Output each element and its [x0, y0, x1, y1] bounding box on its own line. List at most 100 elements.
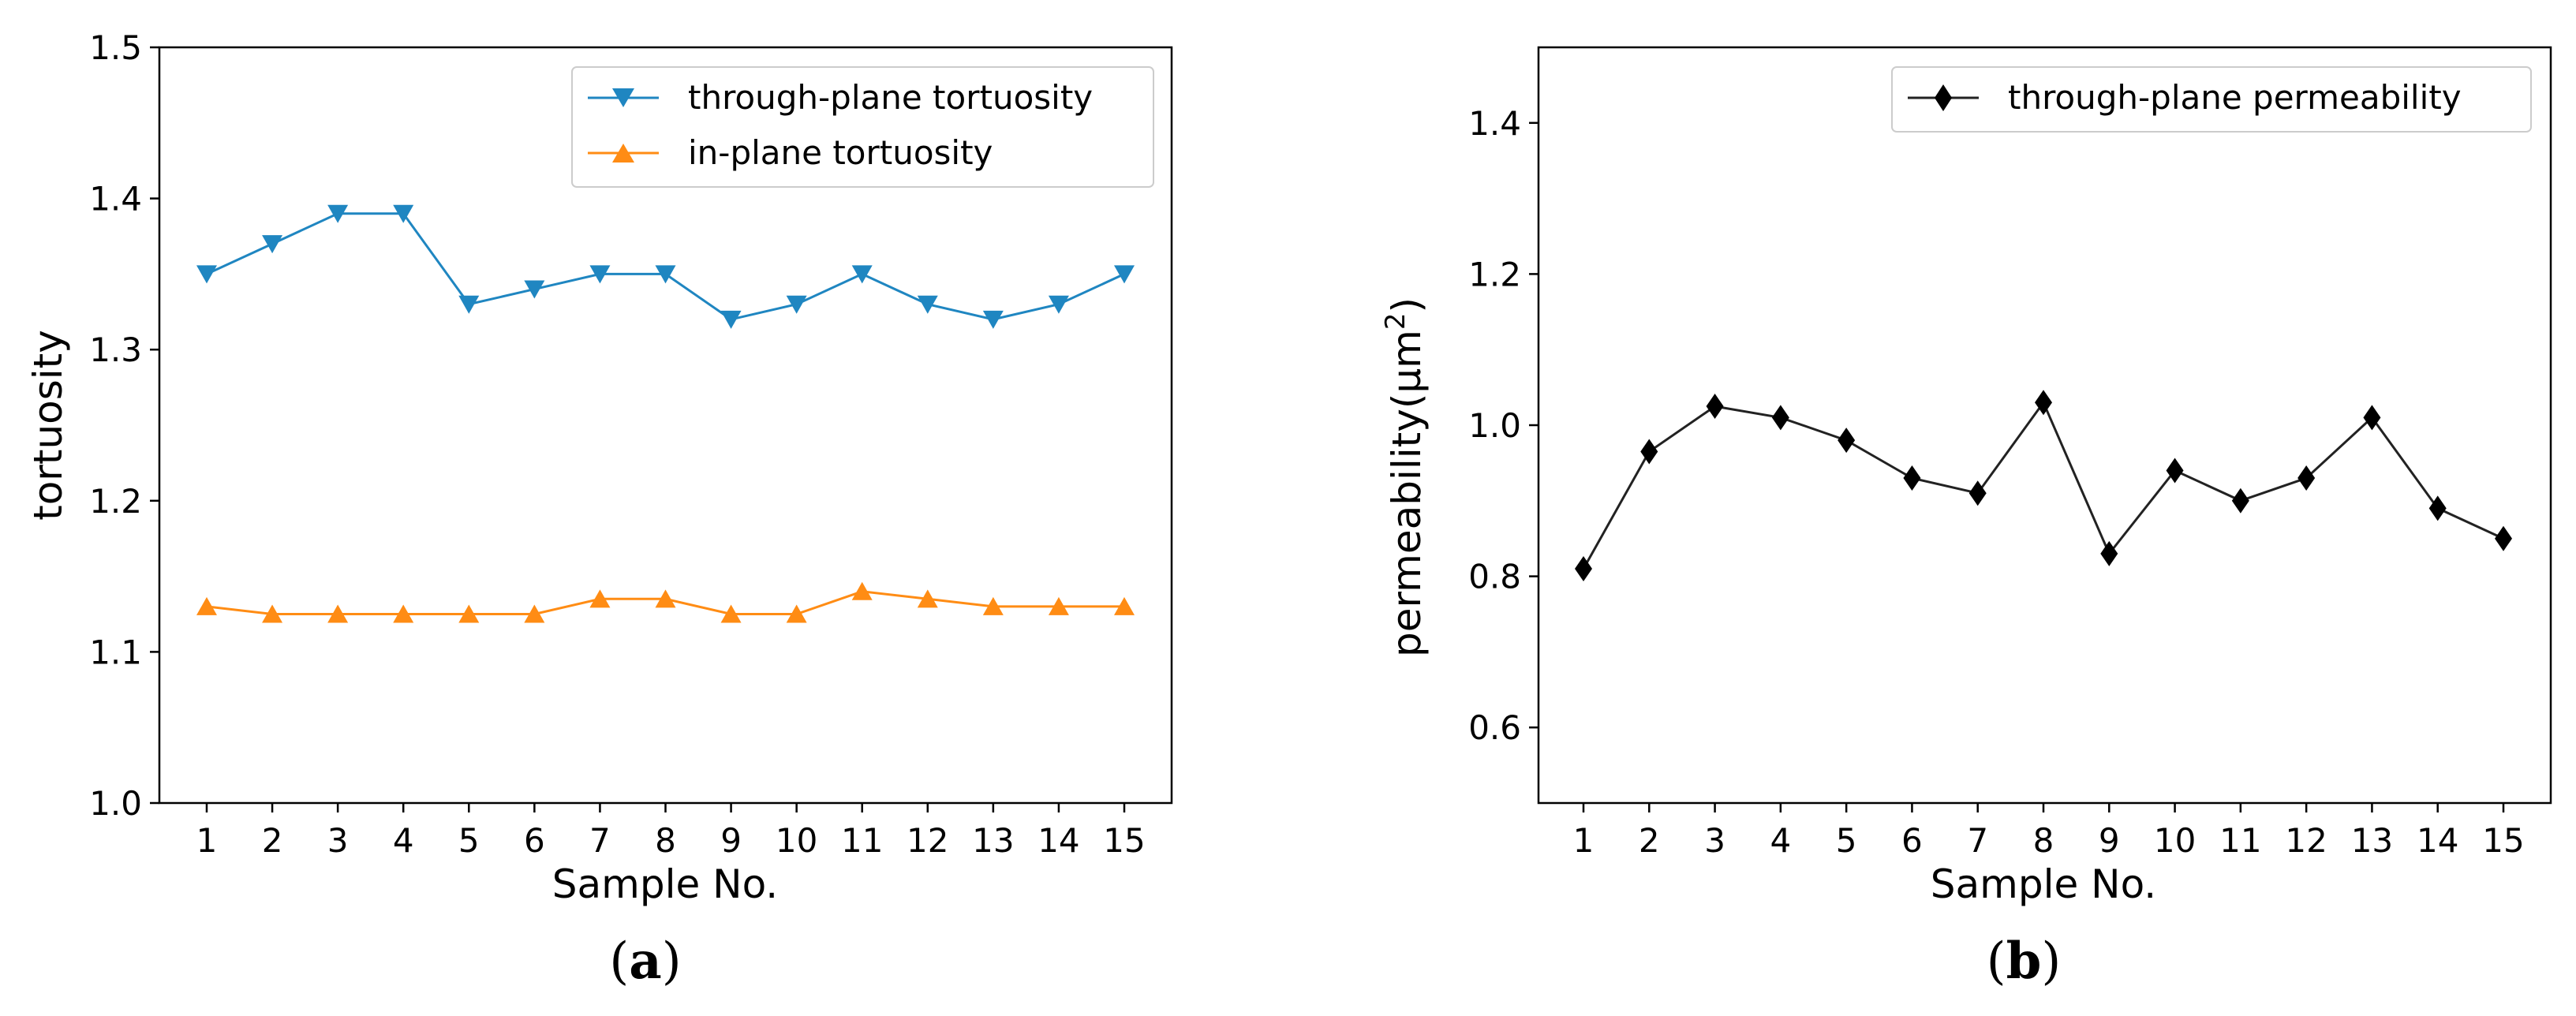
- chart-b-series-0-point: [1706, 394, 1724, 420]
- chart-b-series-0-point: [1968, 480, 1987, 506]
- chart-a-series-1-point: [1114, 596, 1135, 615]
- chart-a-series-0-point: [589, 265, 611, 284]
- chart-b-ylabel-main: permeability(μm: [1384, 330, 1430, 657]
- chart-a-xtick-label: 3: [327, 821, 349, 860]
- chart-a-series-0-point: [524, 280, 545, 299]
- chart-b-xtick-label: 6: [1901, 821, 1923, 860]
- chart-b-ytick-label: 1.4: [1468, 104, 1521, 143]
- chart-a-y-axis: 1.0 1.1 1.2 1.3 1.4 1.5: [89, 28, 159, 823]
- chart-a-ytick-label: 1.4: [89, 180, 142, 219]
- chart-a-xtick-label: 8: [655, 821, 676, 860]
- chart-a-legend-label-in-plane: in-plane tortuosity: [688, 133, 993, 172]
- chart-b-xtick-label: 3: [1704, 821, 1725, 860]
- chart-a-series-1-point: [720, 604, 742, 623]
- chart-b-legend: through-plane permeability: [1891, 66, 2532, 133]
- chart-a-series-0-point: [196, 265, 217, 284]
- chart-b-xtick-label: 10: [2154, 821, 2196, 860]
- chart-a-xtick-label: 6: [524, 821, 545, 860]
- chart-b-xtick-label: 8: [2033, 821, 2054, 860]
- chart-a-xtick-label: 11: [841, 821, 883, 860]
- chart-a-xtick-label: 12: [907, 821, 948, 860]
- chart-b-series-0-point: [2495, 525, 2512, 551]
- chart-b-xtick-label: 2: [1639, 821, 1660, 860]
- chart-b-xtick-label: 7: [1967, 821, 1988, 860]
- chart-a-series-1-point: [589, 589, 611, 608]
- chart-b-series-lines: [1582, 400, 2504, 570]
- chart-b-legend-marker: [1935, 84, 1952, 111]
- chart-b-series-markers: [1575, 390, 2512, 582]
- chart-a-legend-box: [571, 66, 1154, 188]
- chart-b-caption-letter: b: [2006, 932, 2042, 991]
- chart-a-series-1-point: [327, 604, 349, 623]
- chart-a-series-0-point: [1048, 295, 1069, 314]
- chart-b-series-0-point: [2363, 405, 2381, 431]
- chart-a-legend: through-plane tortuosity in-plane tortuo…: [571, 66, 1154, 188]
- chart-a-legend-marker-through-plane: [612, 88, 634, 107]
- chart-b-ylabel-sup: 2: [1380, 312, 1411, 330]
- chart-b-series-0-point: [2297, 465, 2316, 491]
- chart-b-xtick-label: 14: [2417, 821, 2458, 860]
- chart-a-series-1-point: [982, 596, 1004, 615]
- chart-a-legend-label-through-plane: through-plane tortuosity: [688, 78, 1093, 117]
- chart-b-plot-frame: [1537, 46, 2552, 805]
- chart-a-series-1-point: [393, 604, 414, 623]
- chart-a-xtick-label: 5: [458, 821, 480, 860]
- chart-b-series-0-point: [1771, 405, 1789, 431]
- chart-a-xtick-label: 9: [720, 821, 742, 860]
- chart-a-series-0-point: [393, 204, 414, 223]
- chart-b-xtick-label: 5: [1836, 821, 1857, 860]
- chart-b: 0.60.81.01.21.4 1 2 3 4 5 6 7 8 9 10 11 12 13 14 15 Sa…: [1380, 46, 2552, 991]
- chart-b-x-axis: 1 2 3 4 5 6 7 8 9 10 11 12 13 14 15: [1573, 803, 2525, 860]
- chart-b-series-0-point: [1640, 439, 1658, 465]
- chart-b-ylabel-close: ): [1384, 297, 1430, 313]
- chart-a-xtick-label: 10: [776, 821, 817, 860]
- chart-a-series-0-point: [327, 204, 349, 223]
- chart-b-ylabel: permeability(μm2): [1380, 297, 1430, 657]
- chart-a-series-1-point: [786, 604, 807, 623]
- chart-a-series-0-point: [786, 295, 807, 314]
- chart-a-xtick-label: 15: [1103, 821, 1145, 860]
- chart-b-xtick-label: 9: [2099, 821, 2120, 860]
- chart-a-series-0-point: [917, 295, 938, 314]
- chart-b-series-0-point: [2166, 458, 2184, 484]
- chart-b-series-0-point: [1903, 465, 1921, 491]
- chart-a-series-0-point: [458, 295, 480, 314]
- chart-a-xtick-label: 7: [589, 821, 611, 860]
- chart-a-caption-letter: a: [629, 932, 661, 991]
- chart-a-xtick-label: 4: [393, 821, 414, 860]
- chart-a-series-0-point: [655, 265, 676, 284]
- chart-a-xtick-label: 2: [262, 821, 283, 860]
- chart-a-series-markers: [196, 204, 1135, 623]
- chart-a-series-1-point: [262, 604, 283, 623]
- chart-a-series-1-point: [851, 581, 873, 600]
- chart-b-series-0-point: [2035, 390, 2052, 416]
- chart-a-caption: (a): [609, 932, 681, 991]
- chart-a-ytick-label: 1.3: [89, 331, 142, 369]
- chart-a-xlabel: Sample No.: [552, 861, 778, 907]
- chart-b-legend-label: through-plane permeability: [2008, 78, 2462, 117]
- chart-a-series-0-point: [262, 235, 283, 254]
- chart-a-series-1-point: [458, 604, 480, 623]
- chart-a-xtick-label: 1: [196, 821, 218, 860]
- chart-b-xtick-label: 12: [2285, 821, 2327, 860]
- chart-b-xtick-label: 4: [1770, 821, 1791, 860]
- chart-a-series-1-point: [524, 604, 545, 623]
- chart-a-ylabel: tortuosity: [25, 330, 71, 521]
- chart-b-xtick-label: 11: [2219, 821, 2261, 860]
- chart-b-xtick-label: 15: [2482, 821, 2524, 860]
- chart-a-series-0-point: [1114, 265, 1135, 284]
- chart-b-ytick-label: 1.2: [1468, 255, 1521, 293]
- chart-a-ytick-label: 1.2: [89, 482, 142, 521]
- chart-b-series-0-line: [1582, 400, 2504, 570]
- chart-b-xtick-label: 1: [1573, 821, 1595, 860]
- chart-b-xtick-label: 13: [2351, 821, 2393, 860]
- chart-a-series-0-point: [720, 310, 742, 329]
- chart-a-series-1-point: [1048, 596, 1069, 615]
- chart-a-series-1-point: [196, 596, 217, 615]
- chart-a-xtick-label: 14: [1038, 821, 1079, 860]
- chart-a: 1.01.11.21.31.41.5 1 2 3 4 5 6 7 8 9 10 11 12 13 14 15…: [25, 28, 1173, 991]
- chart-b-series-0-point: [1575, 556, 1592, 582]
- chart-a-series-0-point: [851, 265, 873, 284]
- chart-b-y-axis: 0.6 0.8 1.0 1.2 1.4: [1468, 104, 1538, 747]
- chart-b-ytick-label: 0.8: [1468, 558, 1521, 596]
